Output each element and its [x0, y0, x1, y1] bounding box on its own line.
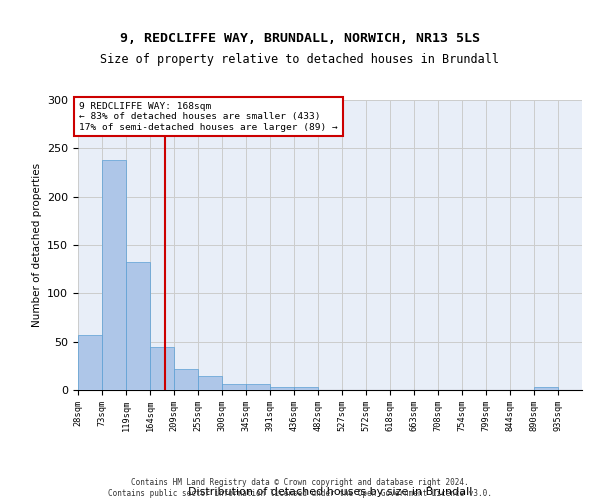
Y-axis label: Number of detached properties: Number of detached properties	[32, 163, 41, 327]
Text: 9, REDCLIFFE WAY, BRUNDALL, NORWICH, NR13 5LS: 9, REDCLIFFE WAY, BRUNDALL, NORWICH, NR1…	[120, 32, 480, 46]
Text: Size of property relative to detached houses in Brundall: Size of property relative to detached ho…	[101, 52, 499, 66]
Bar	[246, 384, 270, 390]
Bar	[222, 384, 246, 390]
Bar	[270, 387, 294, 390]
Bar	[126, 262, 150, 390]
Bar	[150, 348, 174, 390]
Bar	[198, 376, 222, 390]
Bar	[534, 387, 558, 390]
Bar	[78, 335, 102, 390]
Bar	[102, 160, 126, 390]
Bar	[294, 387, 318, 390]
X-axis label: Distribution of detached houses by size in Brundall: Distribution of detached houses by size …	[188, 487, 472, 497]
Text: Contains HM Land Registry data © Crown copyright and database right 2024.
Contai: Contains HM Land Registry data © Crown c…	[108, 478, 492, 498]
Bar	[174, 368, 198, 390]
Text: 9 REDCLIFFE WAY: 168sqm
← 83% of detached houses are smaller (433)
17% of semi-d: 9 REDCLIFFE WAY: 168sqm ← 83% of detache…	[79, 102, 338, 132]
